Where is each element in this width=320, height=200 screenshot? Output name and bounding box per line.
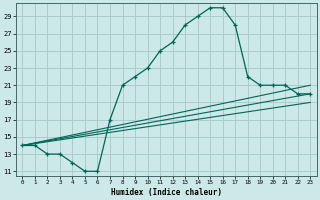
X-axis label: Humidex (Indice chaleur): Humidex (Indice chaleur): [111, 188, 222, 197]
